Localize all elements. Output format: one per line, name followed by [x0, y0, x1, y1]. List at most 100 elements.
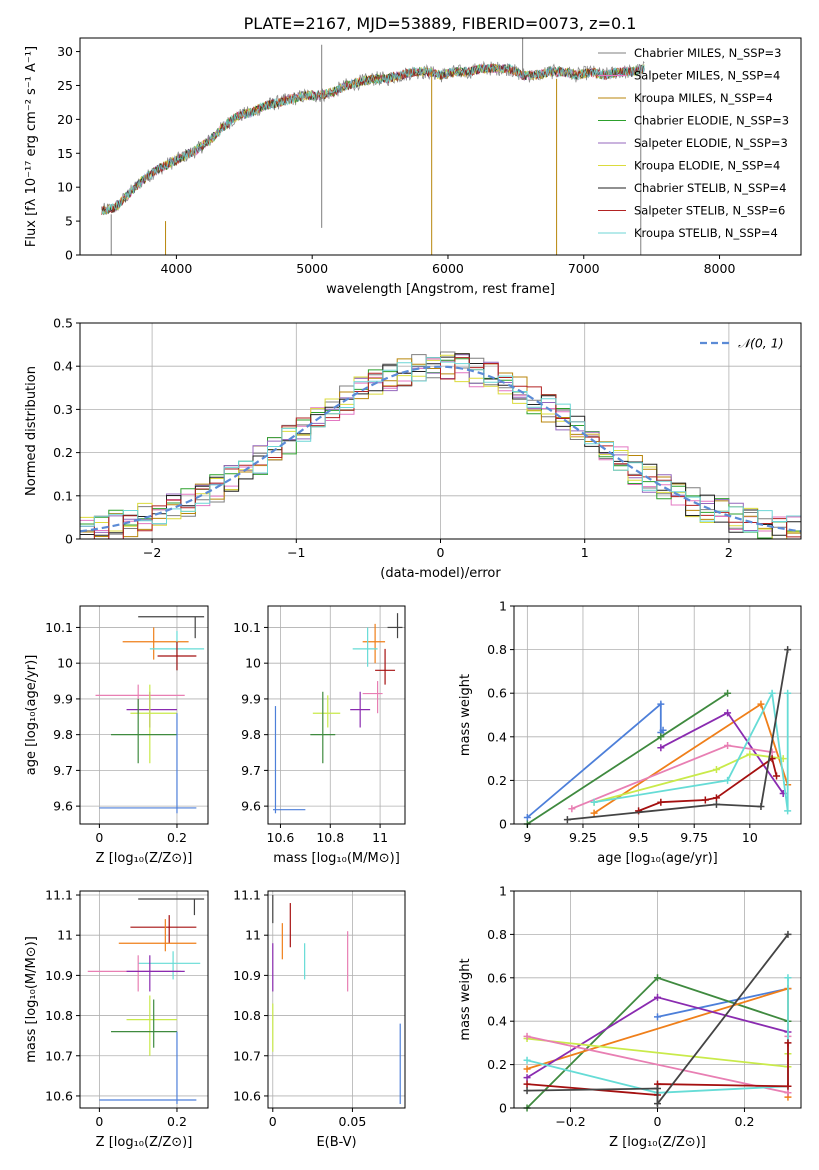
weight-point-marker	[724, 689, 732, 697]
y-tick-label: 10.9	[233, 968, 261, 983]
y-tick-label: 11	[245, 928, 261, 943]
spectrum-panel: Chabrier MILES, N_SSP=3 Salpeter MILES, N…	[24, 37, 802, 297]
y-axis-label: mass weight	[458, 674, 473, 756]
x-axis-label: Z [log₁₀(Z/Z⊙)]	[609, 1135, 706, 1150]
weight-point-marker	[563, 816, 571, 824]
weight-point-marker	[635, 807, 643, 815]
x-tick-label: 8000	[704, 261, 736, 276]
y-tick-label: 1	[499, 599, 507, 614]
y-tick-label: 0.2	[487, 773, 507, 788]
weight-point-marker	[757, 803, 765, 811]
y-tick-label: 0.8	[487, 927, 507, 942]
weight-point-marker	[712, 794, 720, 802]
y-tick-label: 9.9	[53, 691, 73, 706]
weight-point-marker	[523, 813, 531, 821]
x-tick-label: 9.5	[629, 830, 649, 845]
x-tick-label: 0.2	[735, 1114, 755, 1129]
weight-series-line	[657, 987, 789, 1018]
weight-point-marker	[746, 750, 754, 758]
y-tick-label: 10	[245, 656, 261, 671]
mass-weight-vs-metallicity-panel: −0.2 0 0.2 0 0.2 0.4 0.6 0.8 1 Z [log₁₀(Z/Z⊙)] mas…	[458, 884, 802, 1150]
weight-point-marker	[757, 700, 765, 708]
age-vs-mass-panel: 10.6 10.8 11 9.6 9.7 9.8 9.9 10 10.1 mass [log₁₀(…	[233, 605, 406, 866]
y-tick-label: 0.5	[53, 316, 73, 331]
y-tick-label: 9.7	[241, 763, 261, 778]
y-tick-label: 0	[65, 532, 73, 547]
axes-frame	[267, 605, 406, 825]
y-tick-label: 0.1	[53, 488, 73, 503]
y-tick-label: 10.8	[233, 1008, 261, 1023]
x-tick-label: 9.25	[569, 830, 597, 845]
x-axis-label: age [log₁₀(age/yr)]	[597, 851, 718, 866]
weight-point-marker	[654, 1084, 661, 1092]
x-tick-label: 0	[269, 1114, 277, 1129]
weight-point-marker	[768, 689, 776, 697]
x-tick-label: 9	[523, 830, 531, 845]
weight-point-marker	[654, 1013, 661, 1021]
y-tick-label: 10.6	[45, 1088, 73, 1103]
y-tick-label: 9.7	[53, 763, 73, 778]
legend-label: Chabrier MILES, N_SSP=3	[634, 46, 781, 60]
legend-label: Kroupa MILES, N_SSP=4	[634, 91, 773, 105]
legend-label: Chabrier STELIB, N_SSP=4	[634, 181, 786, 195]
x-tick-label: 0.2	[167, 830, 187, 845]
legend-label: Salpeter ELODIE, N_SSP=3	[634, 136, 788, 150]
histogram-step	[80, 358, 801, 540]
y-tick-label: 9.9	[241, 691, 261, 706]
weight-point-marker	[568, 805, 576, 813]
y-tick-label: 11.1	[45, 888, 73, 903]
x-axis-label: Z [log₁₀(Z/Z⊙)]	[96, 851, 193, 866]
y-tick-label: 9.8	[241, 727, 261, 742]
weight-point-marker	[590, 798, 598, 806]
weight-point-marker	[654, 1100, 661, 1108]
weight-point-marker	[784, 807, 792, 815]
weight-point-marker	[712, 766, 720, 773]
x-tick-label: 10	[742, 830, 758, 845]
x-tick-label: 9.75	[680, 830, 708, 845]
weight-point-marker	[724, 776, 732, 784]
y-tick-label: 0.3	[53, 402, 73, 417]
weight-point-marker	[654, 993, 661, 1001]
x-axis-label: mass [log₁₀(M/M⊙)]	[273, 851, 400, 866]
weight-point-marker	[523, 1080, 531, 1088]
y-tick-label: 0.2	[487, 1057, 507, 1072]
x-axis-label: Z [log₁₀(Z/Z⊙)]	[96, 1135, 193, 1150]
y-tick-label: 10.6	[233, 1088, 261, 1103]
y-axis-label: age [log₁₀(age/yr)]	[24, 655, 39, 776]
weight-point-marker	[523, 1032, 531, 1040]
mass-weight-vs-age-panel: 9 9.25 9.5 9.75 10 0 0.2 0.4 0.6 0.8 1 age [log₁₀(a…	[458, 599, 802, 866]
normal-reference-curve	[79, 365, 802, 533]
axes-frame	[267, 890, 406, 1109]
y-tick-label: 10.7	[233, 1048, 261, 1063]
y-axis-label: Normed distribution	[24, 366, 39, 496]
y-tick-label: 20	[57, 112, 73, 127]
weight-point-marker	[657, 733, 665, 741]
y-tick-label: 0.2	[53, 445, 73, 460]
y-tick-label: 11.1	[233, 888, 261, 903]
spectrum-series-line	[101, 63, 645, 216]
x-tick-label: 2	[725, 545, 733, 560]
x-tick-label: 0	[437, 545, 445, 560]
mass-vs-reddening-panel: 0 0.05 10.6 10.7 10.8 10.9 11 11.1 E(B-V)	[233, 888, 406, 1150]
y-tick-label: 0	[65, 248, 73, 263]
spectrum-series-line	[101, 63, 645, 214]
y-tick-label: 0	[499, 1101, 507, 1116]
spectrum-series-line	[101, 63, 645, 215]
weight-point-marker	[659, 726, 667, 734]
x-tick-label: 11	[372, 830, 388, 845]
weight-series-line	[593, 753, 784, 804]
histogram-step	[80, 357, 801, 540]
y-tick-label: 25	[57, 78, 73, 93]
y-tick-label: 0.6	[487, 686, 507, 701]
weight-point-marker	[654, 974, 661, 982]
residual-histogram-panel: 𝒩(0, 1) −2 −1 0 1 2 0 0.1 0.2 0.3 0.4 0.5 (data-mode…	[24, 316, 802, 581]
spectrum-series-line	[101, 63, 645, 215]
x-tick-label: 0	[654, 1114, 662, 1129]
y-axis-label: mass weight	[458, 958, 473, 1040]
legend-label: 𝒩(0, 1)	[738, 336, 784, 351]
axes-frame	[79, 890, 209, 1109]
y-tick-label: 5	[65, 214, 73, 229]
weight-series-line	[526, 702, 664, 819]
mass-vs-metallicity-panel: 0 0.2 10.6 10.7 10.8 10.9 11 11.1 Z [log₁₀(Z/Z⊙)…	[24, 888, 209, 1150]
spectrum-series-line	[101, 63, 645, 214]
